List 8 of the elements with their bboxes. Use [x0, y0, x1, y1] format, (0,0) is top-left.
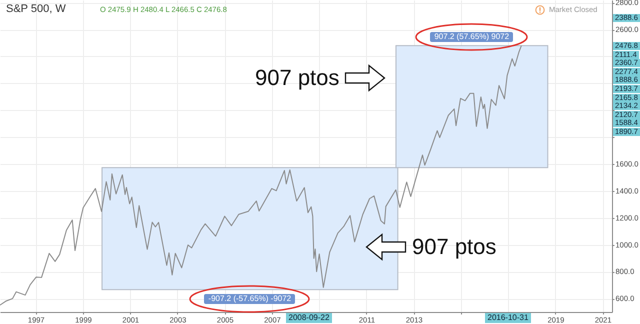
- band-label: -907.2 (-57.65%) -9072: [204, 294, 296, 304]
- annotation: 907 ptos: [412, 234, 496, 259]
- annotation: 907 ptos: [255, 65, 340, 90]
- text: 2016-10-31: [484, 313, 532, 323]
- chart-title: S&P 500, W: [6, 3, 66, 15]
- line-series: [0, 46, 522, 306]
- text: 2008-09-22: [286, 313, 332, 323]
- band-label: 907.2 (57.65%) 9072: [430, 32, 514, 42]
